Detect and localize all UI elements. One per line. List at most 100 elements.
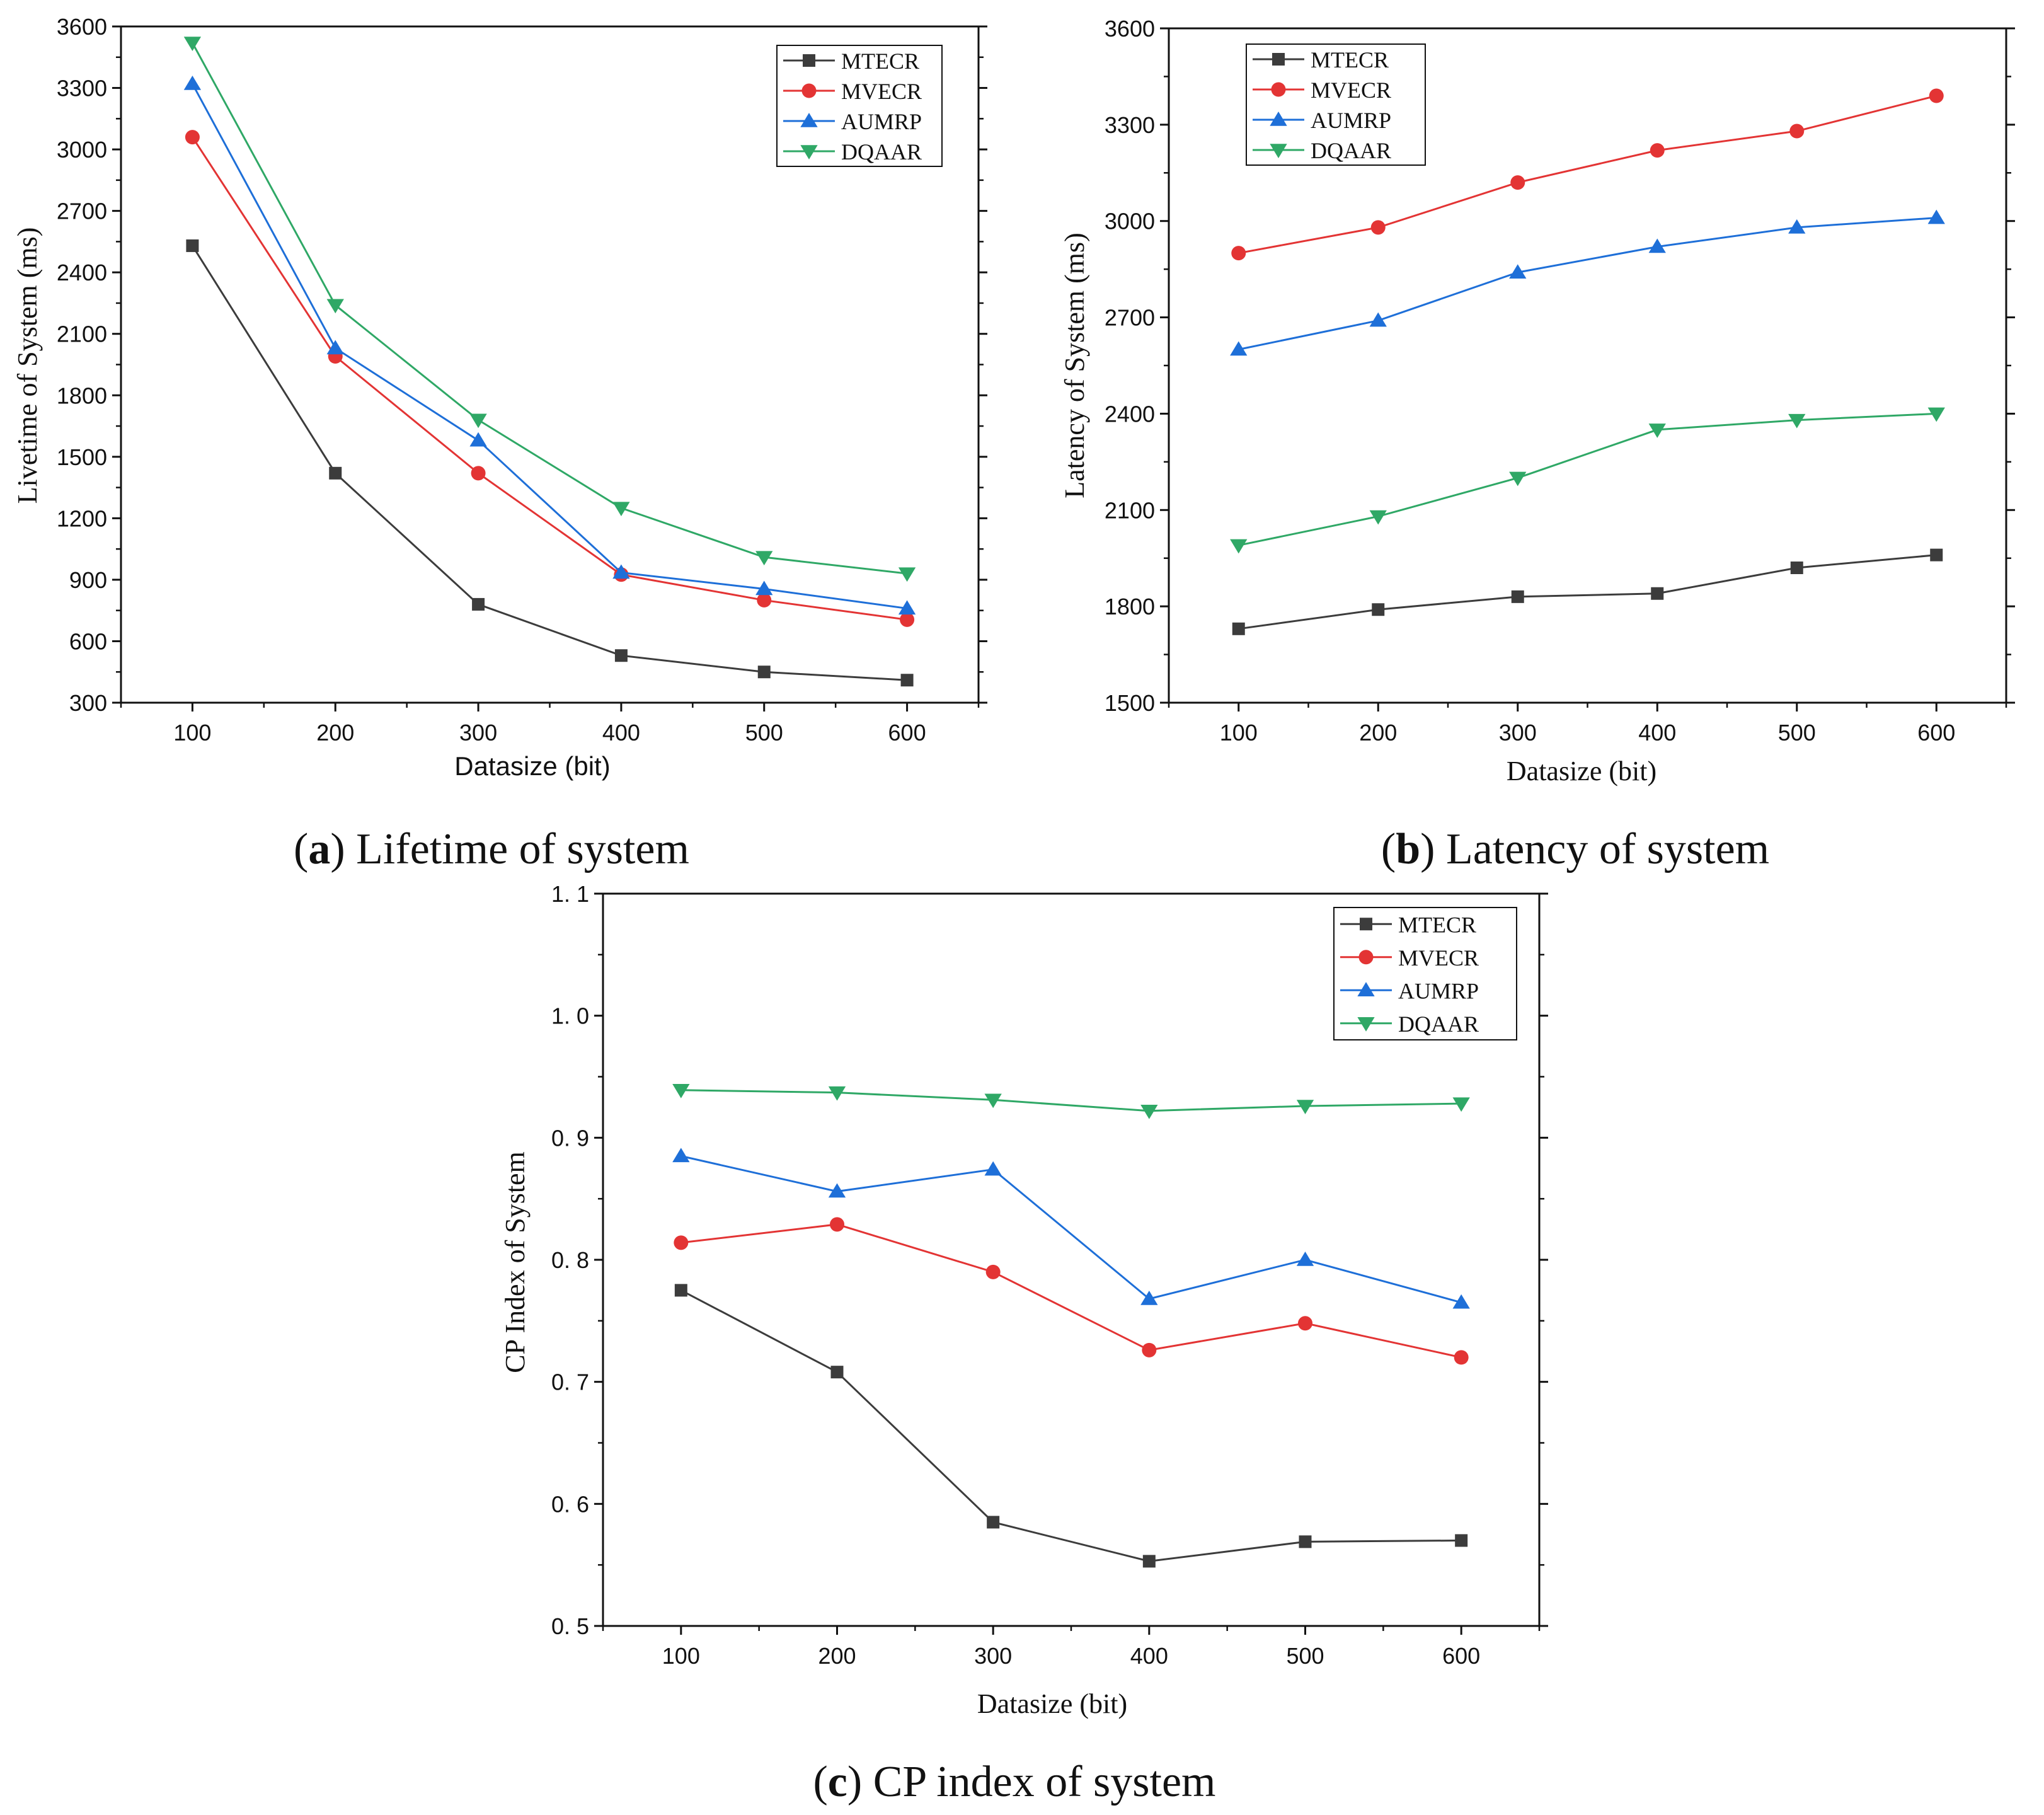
marker-square	[1272, 53, 1285, 66]
marker-triangle-up	[800, 113, 818, 127]
x-tick-label: 600	[888, 720, 926, 746]
marker-triangle-down	[898, 567, 916, 582]
marker-square	[757, 666, 771, 679]
marker-triangle-up	[1369, 312, 1387, 327]
data-marks	[672, 1084, 1470, 1568]
legend-label: DQAAR	[1311, 138, 1391, 163]
series-line	[192, 42, 907, 575]
marker-triangle-down	[800, 145, 818, 159]
marker-circle	[1298, 1316, 1312, 1331]
series-line	[192, 245, 907, 681]
series-line	[1238, 95, 1937, 255]
y-tick-label: 3600	[1105, 16, 1155, 42]
legend: MTECR MVECR AUMRP DQAAR	[776, 45, 943, 167]
marker-triangle-down	[755, 551, 773, 566]
series-line	[680, 1155, 1462, 1304]
data-marks	[183, 37, 916, 687]
marker-square	[987, 1516, 1000, 1529]
marker-square	[186, 239, 199, 252]
marker-triangle-up	[755, 580, 773, 596]
x-tick-label: 300	[459, 720, 497, 746]
x-tick-label: 500	[745, 720, 783, 746]
plot-area: 0. 5 0. 6 0. 7 0. 8 0. 9 1. 0 1. 1 100 200 300 400…	[551, 881, 1548, 1669]
legend-item: AUMRP	[1340, 978, 1479, 1003]
legend-item: MVECR	[1340, 945, 1479, 971]
series-aumrp	[1230, 209, 1945, 356]
marker-triangle-down	[612, 502, 630, 517]
x-tick-label: 200	[1359, 720, 1397, 746]
marker-triangle-down	[1296, 1100, 1314, 1114]
caption-text: Lifetime of system	[356, 825, 689, 873]
plot-area: 300 600 900 1200 1500 1800 2100 2400 2700 3000 330…	[57, 14, 987, 746]
marker-triangle-up	[1788, 219, 1806, 234]
panel-caption: (b) Latency of system	[1381, 825, 1769, 873]
series-line	[1238, 554, 1937, 630]
series-line	[680, 1089, 1462, 1112]
marker-square	[674, 1284, 687, 1297]
series-aumrp	[672, 1148, 1470, 1309]
y-tick-label: 2100	[1105, 497, 1155, 523]
marker-square	[1651, 587, 1664, 600]
marker-triangle-up	[612, 564, 630, 579]
chart-panel-a: 300 600 900 1200 1500 1800 2100 2400 2700 3000 330…	[12, 14, 987, 873]
series-mvecr	[1231, 88, 1944, 261]
legend-label: MVECR	[1311, 78, 1391, 103]
x-tick-label: 400	[1638, 720, 1676, 746]
y-tick-label: 2700	[57, 199, 107, 224]
marker-circle	[1789, 124, 1805, 139]
legend-label: AUMRP	[1311, 108, 1391, 133]
x-tick-label: 200	[316, 720, 354, 746]
marker-square	[900, 674, 914, 687]
x-tick-label: 600	[1442, 1643, 1480, 1669]
marker-triangle-down	[326, 299, 344, 314]
marker-triangle-down	[672, 1084, 690, 1098]
legend-item: MTECR	[783, 49, 919, 74]
marker-circle	[900, 612, 915, 627]
y-tick-label: 600	[69, 628, 107, 654]
marker-triangle-down	[1357, 1017, 1375, 1032]
legend-item: DQAAR	[783, 139, 922, 164]
marker-triangle-up	[672, 1148, 690, 1163]
marker-triangle-down	[1648, 424, 1666, 438]
marker-circle	[1370, 220, 1386, 235]
marker-triangle-up	[1927, 209, 1945, 224]
series-line	[1238, 412, 1937, 546]
legend-item: MTECR	[1253, 47, 1389, 72]
marker-square	[329, 466, 342, 480]
marker-triangle-down	[469, 413, 487, 429]
marker-circle	[801, 83, 817, 98]
marker-triangle-up	[183, 76, 202, 90]
marker-triangle-up	[1270, 112, 1287, 126]
marker-triangle-up	[1296, 1252, 1314, 1266]
x-tick-label: 600	[1917, 720, 1955, 746]
marker-triangle-down	[1452, 1097, 1470, 1112]
legend-item: AUMRP	[783, 109, 922, 134]
marker-triangle-down	[1927, 407, 1945, 422]
marker-circle	[1142, 1342, 1157, 1357]
y-tick-label: 1. 1	[551, 881, 589, 907]
marker-circle	[830, 1217, 844, 1232]
marker-triangle-up	[1357, 982, 1375, 996]
legend-item: DQAAR	[1340, 1011, 1479, 1037]
marker-triangle-up	[1509, 264, 1527, 279]
series-mtecr	[674, 1284, 1468, 1568]
chart-panel-c: 0. 5 0. 6 0. 7 0. 8 0. 9 1. 0 1. 1 100 200 300 400…	[500, 881, 1548, 1806]
y-tick-label: 3600	[57, 14, 107, 40]
series-dqaar	[183, 37, 916, 582]
marker-triangle-down	[1270, 144, 1287, 158]
y-tick-label: 2700	[1105, 305, 1155, 331]
marker-triangle-down	[1788, 413, 1806, 429]
legend-item: MTECR	[1340, 912, 1476, 937]
marker-triangle-up	[1230, 341, 1248, 356]
legend-label: MVECR	[841, 79, 922, 104]
caption-letter: c	[828, 1758, 847, 1806]
x-tick-label: 100	[1220, 720, 1258, 746]
marker-circle	[1454, 1350, 1469, 1365]
series-line	[680, 1289, 1462, 1562]
series-line	[192, 83, 907, 609]
caption-text: Latency of system	[1446, 825, 1769, 873]
y-tick-label: 3000	[1105, 209, 1155, 234]
y-tick-label: 1500	[57, 444, 107, 470]
y-axis-title: Latency of System (ms)	[1059, 233, 1090, 498]
